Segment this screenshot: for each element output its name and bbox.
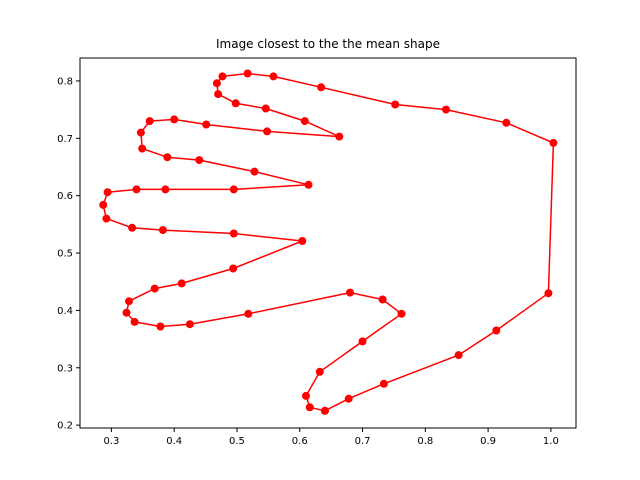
data-point	[305, 403, 314, 412]
data-point	[335, 132, 344, 141]
data-point	[122, 308, 131, 317]
data-point	[103, 188, 112, 197]
x-tick-label: 0.4	[166, 436, 182, 447]
data-point	[346, 288, 354, 297]
data-point	[250, 167, 259, 176]
data-point	[102, 214, 111, 223]
data-point	[170, 115, 179, 124]
x-tick-label: 0.5	[229, 436, 245, 447]
data-point	[202, 120, 211, 129]
data-point	[244, 309, 253, 318]
data-point	[156, 322, 165, 331]
data-point	[231, 99, 240, 108]
plot-area	[99, 69, 558, 415]
data-point	[185, 320, 194, 329]
data-point	[125, 297, 133, 306]
data-point	[243, 69, 252, 78]
data-point	[163, 153, 172, 162]
data-point	[379, 379, 388, 388]
data-point	[454, 351, 463, 360]
data-point	[544, 289, 553, 298]
data-point	[195, 156, 204, 165]
data-point	[320, 406, 329, 415]
data-point	[158, 226, 167, 235]
data-point	[138, 144, 147, 153]
data-point	[214, 90, 223, 99]
chart-title: Image closest to the the mean shape	[216, 37, 440, 51]
data-point	[358, 337, 367, 346]
data-point	[177, 279, 186, 288]
y-tick-label: 0.6	[57, 191, 73, 202]
data-point	[161, 185, 170, 194]
x-tick-label: 0.3	[103, 436, 119, 447]
y-tick-label: 0.8	[57, 76, 73, 87]
y-axis: 0.2 0.3 0.4 0.5 0.6 0.7 0.8	[57, 76, 80, 432]
data-point	[145, 117, 154, 126]
data-point	[391, 100, 400, 109]
data-point	[263, 127, 272, 136]
data-point	[99, 200, 108, 209]
y-tick-label: 0.5	[57, 249, 73, 260]
x-tick-label: 0.7	[355, 436, 371, 447]
data-point	[549, 138, 558, 147]
x-tick-label: 0.8	[417, 436, 433, 447]
y-tick-label: 0.2	[57, 421, 73, 432]
data-point	[261, 104, 270, 113]
x-axis: 0.3 0.4 0.5 0.6 0.7 0.8 0.9 1.0	[103, 428, 559, 447]
x-tick-label: 1.0	[543, 436, 559, 447]
data-point	[132, 185, 141, 194]
data-point	[218, 72, 227, 81]
data-point	[150, 284, 159, 293]
data-point	[304, 180, 313, 189]
data-point	[229, 229, 238, 238]
data-point	[212, 79, 221, 88]
data-point	[128, 223, 137, 232]
data-point	[315, 367, 324, 376]
data-point	[502, 118, 511, 127]
data-point	[269, 72, 278, 81]
data-point	[300, 117, 309, 126]
data-point	[317, 83, 326, 92]
y-tick-label: 0.7	[57, 134, 73, 145]
x-tick-label: 0.9	[480, 436, 496, 447]
data-point	[442, 105, 450, 114]
data-point	[492, 326, 501, 335]
data-point	[130, 317, 139, 326]
data-point	[298, 237, 307, 245]
data-point	[302, 391, 310, 400]
data-point	[344, 394, 353, 403]
data-point	[229, 185, 238, 194]
y-tick-label: 0.3	[57, 363, 73, 374]
data-point	[397, 309, 406, 318]
data-point	[136, 128, 145, 137]
axes-frame	[79, 57, 577, 429]
x-tick-label: 0.6	[292, 436, 308, 447]
data-point	[378, 295, 387, 304]
y-tick-label: 0.4	[57, 306, 73, 317]
data-point	[229, 264, 238, 273]
